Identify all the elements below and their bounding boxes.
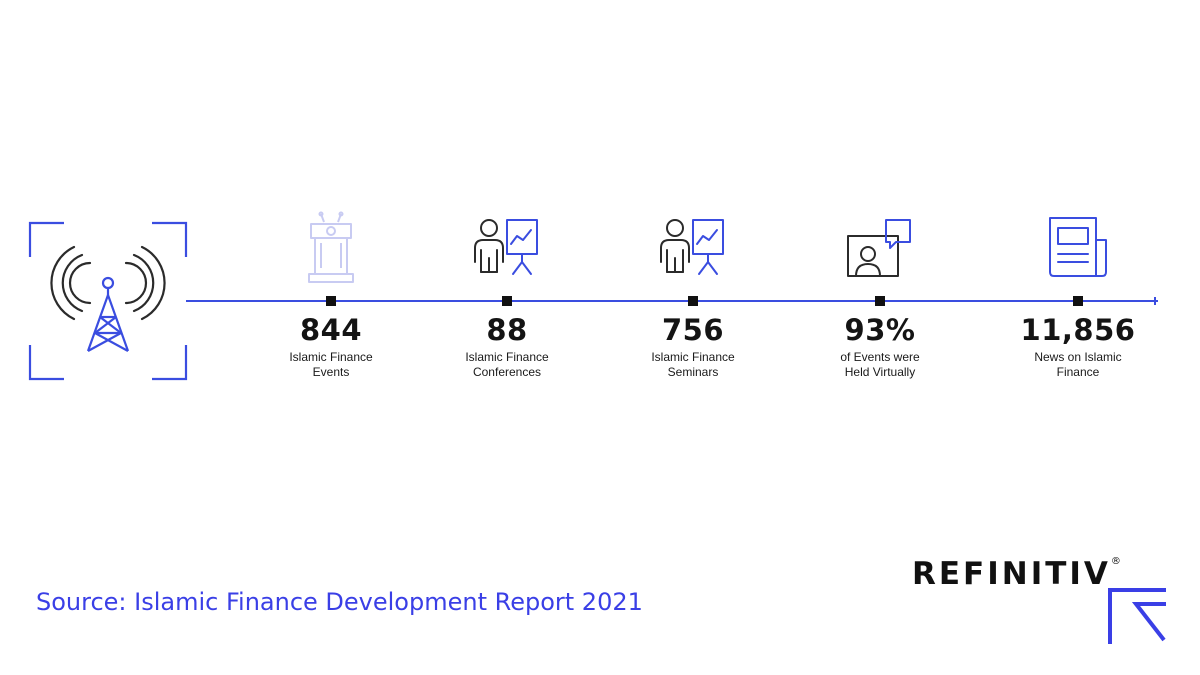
stat-label-line: Held Virtually	[844, 365, 916, 379]
stat-label: News on Islamic Finance	[988, 350, 1168, 380]
stat-label-line: News on Islamic	[1034, 350, 1122, 364]
stat-label: Islamic Finance Conferences	[417, 350, 597, 380]
newspaper-icon	[1049, 217, 1107, 277]
stat-label-line: Islamic Finance	[289, 350, 373, 364]
stat-value: 844	[299, 313, 363, 347]
stat-news: 11,856 News on Islamic Finance	[988, 210, 1168, 380]
brand-name: REFINITIV	[912, 556, 1111, 592]
stat-label-line: Conferences	[472, 365, 542, 379]
stat-value: 756	[661, 313, 725, 347]
stat-label-line: Islamic Finance	[651, 350, 735, 364]
timeline-marker	[875, 296, 885, 306]
stat-seminars: 756 Islamic Finance Seminars	[603, 210, 783, 380]
stat-value: 11,856	[1020, 313, 1136, 347]
timeline-marker	[688, 296, 698, 306]
timeline-marker	[502, 296, 512, 306]
stat-conferences: 88 Islamic Finance Conferences	[417, 210, 597, 380]
stat-label: Islamic Finance Events	[241, 350, 421, 380]
timeline-line	[186, 300, 1158, 302]
stat-events: 844 Islamic Finance Events	[241, 210, 421, 380]
timeline-marker	[1073, 296, 1083, 306]
refinitiv-r-icon	[1108, 588, 1166, 644]
presenter-icon	[660, 219, 724, 275]
broadcast-tower-icon	[28, 221, 188, 381]
stat-value: 93%	[844, 313, 916, 347]
stat-virtual: 93% of Events were Held Virtually	[790, 210, 970, 380]
stat-label-line: Islamic Finance	[465, 350, 549, 364]
brand-wordmark: REFINITIV®	[912, 556, 1121, 592]
stat-value: 88	[486, 313, 528, 347]
stat-label: of Events were Held Virtually	[790, 350, 970, 380]
stat-label-line: Finance	[1056, 365, 1100, 379]
stat-label-line: Seminars	[667, 365, 719, 379]
podium-icon	[308, 211, 354, 283]
stat-label: Islamic Finance Seminars	[603, 350, 783, 380]
source-caption: Source: Islamic Finance Development Repo…	[36, 588, 643, 616]
timeline-marker	[326, 296, 336, 306]
registered-mark: ®	[1110, 556, 1121, 567]
stat-label-line: of Events were	[840, 350, 920, 364]
stat-label-line: Events	[312, 365, 350, 379]
presenter-icon	[474, 219, 538, 275]
video-call-icon	[847, 219, 911, 277]
timeline-end-tick	[1154, 297, 1156, 305]
